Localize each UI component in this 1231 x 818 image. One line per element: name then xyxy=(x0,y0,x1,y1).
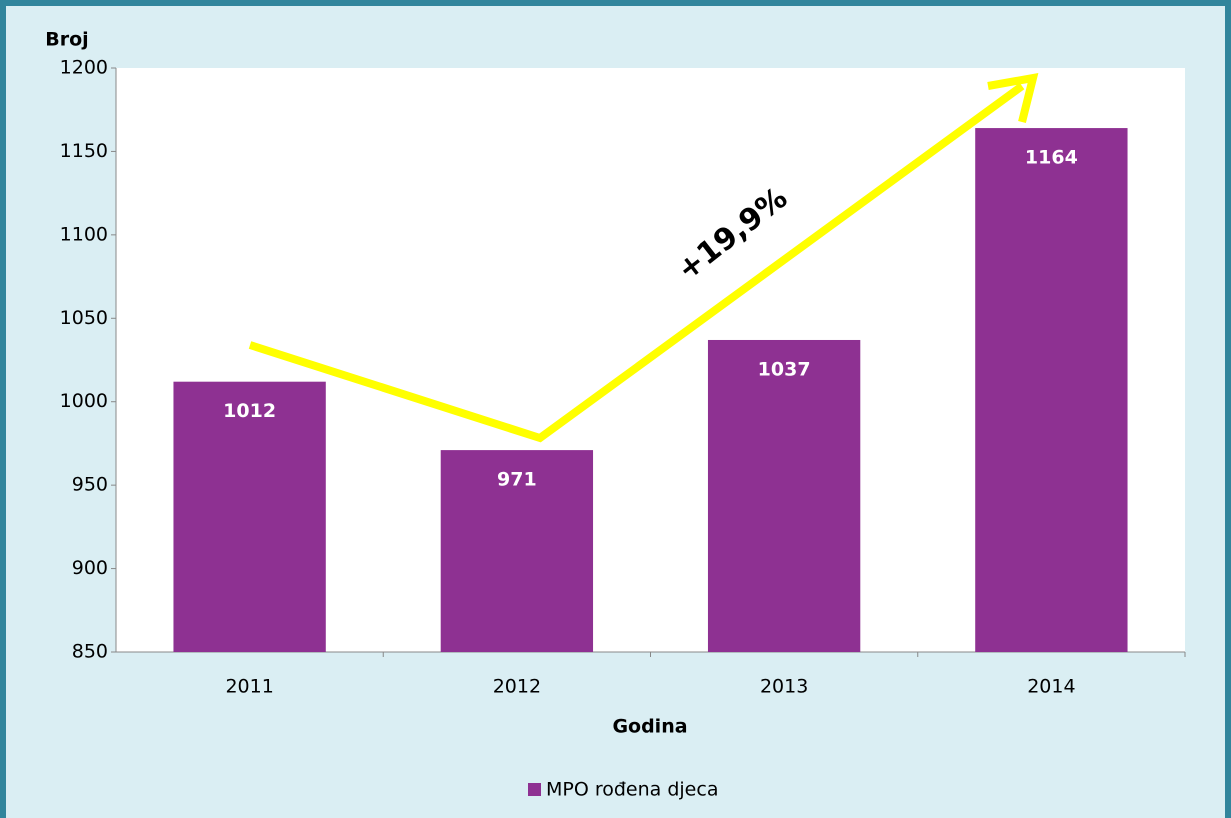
y-tick-label: 1100 xyxy=(60,223,108,245)
x-tick-label: 2012 xyxy=(493,676,541,698)
bar xyxy=(173,381,326,652)
y-tick-label: 1050 xyxy=(60,307,108,329)
legend-swatch xyxy=(528,783,541,796)
x-tick-label: 2013 xyxy=(760,676,808,698)
legend-label: MPO rođena djeca xyxy=(546,779,718,801)
data-label: 971 xyxy=(497,469,537,491)
bar xyxy=(440,450,594,652)
y-tick-label: 900 xyxy=(72,557,108,579)
y-tick-label: 850 xyxy=(72,641,108,663)
trend-arrowhead xyxy=(987,72,1039,123)
bar xyxy=(707,339,861,652)
y-axis-label: Broj xyxy=(45,29,88,51)
bar xyxy=(975,128,1128,652)
y-tick-label: 950 xyxy=(72,474,108,496)
y-tick-label: 1000 xyxy=(60,390,108,412)
data-label: 1037 xyxy=(758,358,811,380)
y-tick-label: 1150 xyxy=(60,140,108,162)
x-axis-label: Godina xyxy=(612,716,687,738)
x-tick-label: 2014 xyxy=(1027,676,1075,698)
data-label: 1012 xyxy=(223,400,276,422)
x-tick-label: 2011 xyxy=(225,676,273,698)
y-tick-label: 1200 xyxy=(60,57,108,79)
data-label: 1164 xyxy=(1025,147,1078,169)
trend-arrow xyxy=(248,82,1025,443)
